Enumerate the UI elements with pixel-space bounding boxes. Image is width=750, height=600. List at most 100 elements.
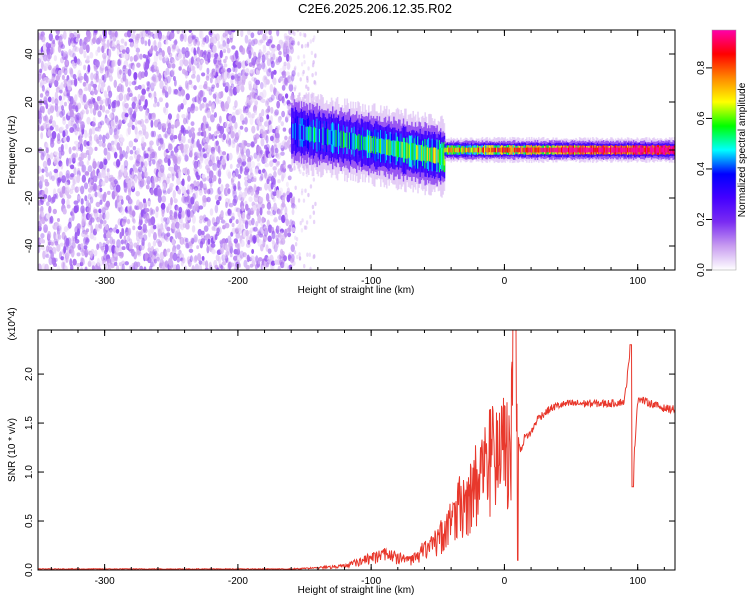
heatmap-cell	[166, 173, 172, 179]
heatmap-cell	[102, 73, 107, 83]
x-tick-label: -200	[228, 576, 248, 587]
heatmap-cell	[77, 61, 83, 66]
heatmap-cell	[93, 249, 98, 257]
heatmap-cell	[191, 131, 196, 140]
heatmap-cell	[45, 143, 49, 148]
y-tick-label: 1.0	[24, 465, 35, 479]
heatmap-cell	[250, 187, 255, 196]
heatmap-cell	[137, 166, 143, 173]
heatmap-cell	[145, 54, 149, 60]
heatmap-cell	[129, 92, 133, 97]
heatmap-cell	[224, 120, 229, 128]
heatmap-cell	[115, 159, 121, 168]
heatmap-cell	[141, 136, 145, 145]
heatmap-cell	[205, 233, 211, 239]
heatmap-cell	[163, 133, 168, 138]
heatmap-cell	[216, 226, 222, 235]
heatmap-cell	[112, 227, 117, 233]
heatmap-cell	[118, 171, 122, 180]
heatmap-cell	[181, 178, 185, 187]
heatmap-cell	[76, 174, 81, 184]
heatmap-cell	[96, 100, 101, 105]
heatmap-cell	[291, 227, 296, 233]
heatmap-cell	[174, 215, 179, 223]
heatmap-cell	[108, 90, 113, 99]
colorbar-label: Normalized spectral amplitude	[737, 82, 748, 217]
heatmap-cell	[184, 69, 188, 79]
heatmap-cell	[65, 169, 70, 179]
heatmap-cell	[128, 80, 132, 87]
heatmap-cell	[177, 231, 182, 240]
heatmap-cell	[127, 126, 131, 135]
heatmap-cell	[100, 60, 105, 69]
heatmap-cell	[226, 96, 231, 105]
heatmap-cell	[167, 122, 172, 130]
heatmap-cell	[78, 72, 82, 82]
heatmap-cell	[131, 124, 135, 131]
heatmap-cell	[165, 67, 170, 76]
heatmap-cell	[67, 221, 72, 229]
heatmap-cell	[163, 248, 168, 257]
heatmap-cell	[230, 75, 235, 80]
heatmap-cell	[189, 150, 193, 158]
heatmap-cell	[83, 139, 88, 147]
heatmap-cell	[146, 175, 151, 185]
heatmap-cell	[109, 65, 114, 74]
heatmap-cell	[120, 265, 124, 270]
heatmap-cell	[149, 156, 153, 162]
heatmap-cell	[151, 151, 156, 159]
heatmap-cell	[43, 224, 48, 233]
heatmap-cell	[196, 40, 201, 47]
y-tick-label: 0.0	[24, 563, 35, 577]
heatmap-cell	[171, 62, 176, 69]
heatmap-cell	[86, 116, 91, 125]
heatmap-cell	[230, 83, 235, 88]
heatmap-cell	[170, 124, 175, 129]
heatmap-cell	[98, 163, 104, 170]
heatmap-cell	[290, 73, 295, 82]
heatmap-cell	[110, 140, 115, 145]
heatmap-cell	[105, 200, 111, 208]
heatmap-cell	[150, 216, 156, 226]
heatmap-cell	[60, 144, 64, 152]
heatmap-cell	[85, 75, 89, 84]
heatmap-cell	[60, 256, 65, 261]
heatmap-cell	[94, 191, 98, 198]
heatmap-cell	[185, 93, 190, 101]
heatmap-cell	[152, 224, 157, 230]
heatmap-cell	[164, 221, 168, 230]
heatmap-cell	[291, 260, 296, 267]
heatmap-cell	[120, 164, 125, 173]
heatmap-cell	[181, 186, 187, 194]
heatmap-cell	[252, 204, 257, 211]
heatmap-cell	[253, 176, 257, 182]
heatmap-cell	[220, 183, 224, 192]
heatmap-cell	[157, 30, 162, 40]
heatmap-cell	[47, 157, 52, 166]
heatmap-cell	[241, 205, 245, 212]
heatmap-cell	[83, 245, 88, 250]
heatmap-cell	[176, 156, 181, 165]
heatmap-cell	[281, 70, 287, 79]
heatmap-cell	[109, 146, 113, 151]
heatmap-cell	[50, 251, 54, 260]
heatmap-cell	[251, 217, 255, 226]
heatmap-cell	[166, 226, 171, 232]
heatmap-cell	[312, 254, 315, 260]
heatmap-cell	[140, 209, 144, 218]
heatmap-cell	[120, 239, 125, 245]
heatmap-cell	[250, 32, 255, 39]
heatmap-cell	[309, 39, 312, 44]
heatmap-cell	[128, 198, 134, 206]
heatmap-cell	[127, 180, 132, 188]
heatmap-cell	[224, 82, 230, 90]
heatmap-cell	[43, 62, 48, 72]
heatmap-cell	[197, 98, 202, 105]
heatmap-cell	[141, 88, 146, 96]
heatmap-cell	[246, 142, 251, 148]
heatmap-cell	[264, 35, 269, 41]
heatmap-cell	[58, 160, 63, 167]
heatmap-cell	[232, 189, 237, 199]
heatmap-cell	[152, 232, 157, 241]
heatmap-cell	[123, 115, 128, 123]
